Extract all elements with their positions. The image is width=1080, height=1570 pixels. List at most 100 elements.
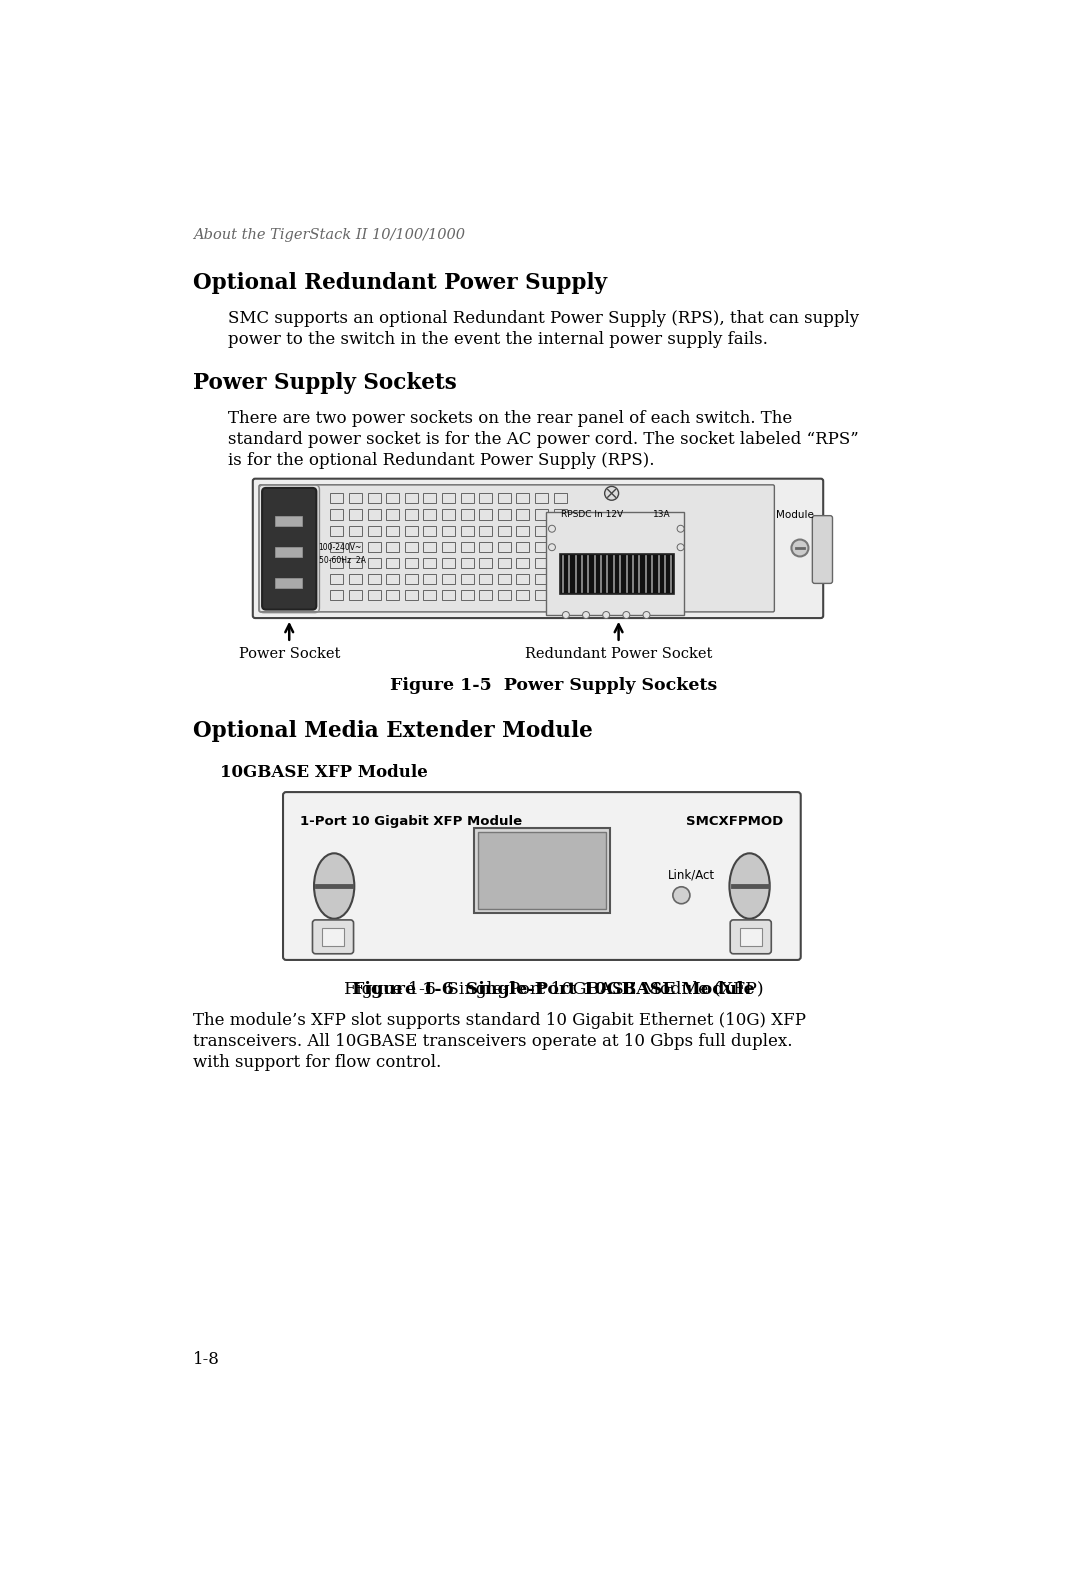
Circle shape <box>582 611 590 619</box>
Bar <box>367 526 380 535</box>
FancyBboxPatch shape <box>253 479 823 619</box>
Text: RPSDC In 12V: RPSDC In 12V <box>562 510 623 520</box>
Bar <box>367 542 380 551</box>
Bar <box>423 510 436 520</box>
Circle shape <box>677 526 684 532</box>
Bar <box>516 542 529 551</box>
Ellipse shape <box>314 854 354 918</box>
Text: 1-Port 10 Gigabit XFP Module: 1-Port 10 Gigabit XFP Module <box>300 815 523 829</box>
Bar <box>442 557 455 568</box>
Circle shape <box>603 611 610 619</box>
Bar <box>554 590 567 600</box>
Circle shape <box>643 611 650 619</box>
Bar <box>330 557 343 568</box>
Bar <box>330 526 343 535</box>
Bar <box>405 526 418 535</box>
Bar <box>442 493 455 504</box>
Text: Figure 1-6  Single-Port 10GBASE Module (XFP): Figure 1-6 Single-Port 10GBASE Module (X… <box>343 981 764 999</box>
Bar <box>330 575 343 584</box>
Bar <box>274 578 302 589</box>
FancyBboxPatch shape <box>259 485 774 612</box>
Bar <box>423 542 436 551</box>
Text: transceivers. All 10GBASE transceivers operate at 10 Gbps full duplex.: transceivers. All 10GBASE transceivers o… <box>193 1033 793 1050</box>
Bar <box>516 557 529 568</box>
Bar <box>330 493 343 504</box>
Bar <box>367 510 380 520</box>
Bar <box>637 513 649 518</box>
FancyBboxPatch shape <box>312 920 353 955</box>
Bar <box>535 510 548 520</box>
Bar <box>535 526 548 535</box>
Bar <box>274 517 302 526</box>
Bar <box>554 575 567 584</box>
Bar <box>387 557 400 568</box>
Bar <box>405 557 418 568</box>
Bar <box>480 590 492 600</box>
Circle shape <box>549 543 555 551</box>
Bar <box>274 548 302 557</box>
Bar <box>423 575 436 584</box>
Bar <box>387 575 400 584</box>
Bar <box>480 510 492 520</box>
Bar <box>387 510 400 520</box>
Text: The module’s XFP slot supports standard 10 Gigabit Ethernet (10G) XFP: The module’s XFP slot supports standard … <box>193 1013 806 1030</box>
Bar <box>387 526 400 535</box>
Bar <box>330 510 343 520</box>
Bar <box>367 590 380 600</box>
Bar <box>349 590 362 600</box>
Text: standard power socket is for the AC power cord. The socket labeled “RPS”: standard power socket is for the AC powe… <box>228 430 859 447</box>
Text: 13A: 13A <box>652 510 671 520</box>
Text: power to the switch in the event the internal power supply fails.: power to the switch in the event the int… <box>228 331 768 349</box>
FancyBboxPatch shape <box>730 920 771 955</box>
Text: Link/Act: Link/Act <box>667 868 715 881</box>
Bar <box>480 542 492 551</box>
Bar <box>423 590 436 600</box>
Text: is for the optional Redundant Power Supply (RPS).: is for the optional Redundant Power Supp… <box>228 452 654 469</box>
Text: Optional Media Extender Module: Optional Media Extender Module <box>193 719 593 741</box>
Bar <box>460 526 474 535</box>
Bar <box>442 542 455 551</box>
Bar <box>367 493 380 504</box>
Bar <box>405 590 418 600</box>
Text: Optional Redundant Power Supply: Optional Redundant Power Supply <box>193 272 607 294</box>
Circle shape <box>549 526 555 532</box>
Bar <box>442 526 455 535</box>
Bar <box>516 526 529 535</box>
Bar <box>460 493 474 504</box>
Text: Power Supply Sockets: Power Supply Sockets <box>193 372 457 394</box>
Bar <box>516 575 529 584</box>
Text: Module: Module <box>775 510 814 520</box>
Bar <box>480 575 492 584</box>
Bar <box>477 832 606 909</box>
Text: Redundant Power Socket: Redundant Power Socket <box>525 647 713 661</box>
Text: 1-8: 1-8 <box>193 1352 220 1367</box>
Bar <box>387 590 400 600</box>
Bar <box>423 493 436 504</box>
Text: SMCXFPMOD: SMCXFPMOD <box>687 815 784 829</box>
Bar <box>498 590 511 600</box>
Circle shape <box>563 611 569 619</box>
Bar <box>349 526 362 535</box>
Bar <box>480 526 492 535</box>
Bar <box>460 510 474 520</box>
Bar <box>554 526 567 535</box>
Bar <box>349 493 362 504</box>
Circle shape <box>673 887 690 904</box>
Bar <box>516 590 529 600</box>
Bar <box>405 510 418 520</box>
Bar <box>535 575 548 584</box>
Bar <box>349 542 362 551</box>
Bar <box>498 542 511 551</box>
Text: SMC supports an optional Redundant Power Supply (RPS), that can supply: SMC supports an optional Redundant Power… <box>228 309 859 327</box>
Bar <box>535 493 548 504</box>
Bar <box>387 542 400 551</box>
Bar <box>387 493 400 504</box>
Bar <box>498 526 511 535</box>
Bar <box>442 590 455 600</box>
Bar <box>349 510 362 520</box>
Bar <box>545 512 684 615</box>
Bar <box>349 575 362 584</box>
Bar <box>535 557 548 568</box>
Bar <box>498 493 511 504</box>
Bar <box>535 590 548 600</box>
